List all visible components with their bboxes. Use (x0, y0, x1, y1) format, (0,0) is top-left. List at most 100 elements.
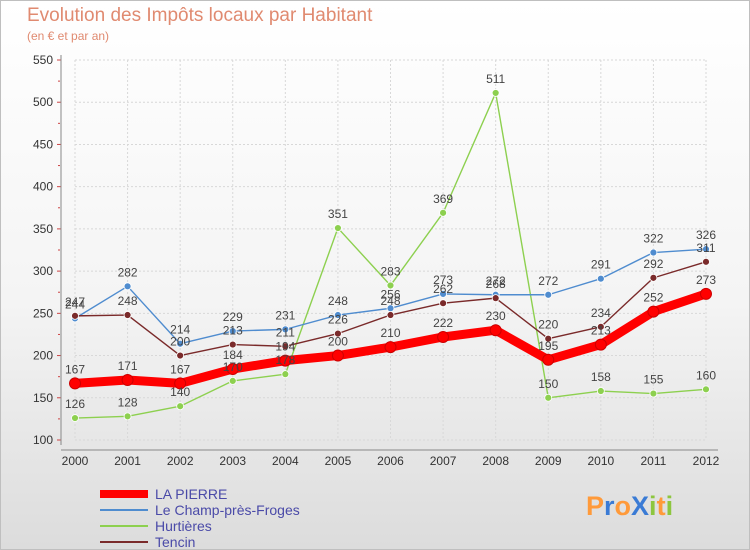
y-tick-label: 550 (33, 53, 53, 67)
data-point-hurtieres (71, 414, 79, 422)
x-tick-label: 2006 (377, 454, 404, 468)
logo-letter: t (657, 491, 666, 521)
data-point-tencin (544, 334, 553, 343)
data-point-tencin (702, 257, 710, 266)
data-point-hurtieres (702, 385, 710, 394)
data-label-le-champ-pres-froges: 244 (65, 297, 85, 311)
data-label-le-champ-pres-froges: 273 (433, 273, 453, 287)
y-tick-label: 150 (33, 391, 53, 405)
data-label-la-pierre: 195 (538, 339, 558, 353)
data-point-le-champ-pres-froges (228, 327, 237, 335)
data-label-tencin: 311 (696, 241, 715, 255)
logo-letter: r (604, 491, 615, 521)
y-tick-label: 450 (33, 137, 53, 151)
data-point-la-pierre (594, 338, 607, 351)
data-point-hurtieres (334, 224, 342, 232)
chart-title: Evolution des Impôts locaux par Habitant (27, 5, 373, 26)
data-point-la-pierre (331, 349, 344, 362)
data-point-le-champ-pres-froges (334, 311, 342, 319)
data-point-le-champ-pres-froges (596, 274, 605, 283)
logo-letter: P (586, 491, 604, 521)
data-label-le-champ-pres-froges: 214 (170, 323, 190, 337)
data-label-le-champ-pres-froges: 256 (380, 287, 400, 301)
y-tick-label: 250 (33, 306, 53, 320)
data-label-hurtieres: 158 (591, 370, 611, 384)
data-label-le-champ-pres-froges: 326 (696, 228, 716, 242)
data-label-hurtieres: 150 (538, 377, 558, 391)
data-label-tencin: 213 (223, 324, 243, 338)
data-point-la-pierre (647, 305, 660, 318)
data-label-le-champ-pres-froges: 291 (591, 258, 611, 272)
y-tick-label: 100 (33, 433, 53, 447)
data-label-le-champ-pres-froges: 229 (223, 310, 243, 324)
data-point-hurtieres (649, 389, 658, 398)
data-point-la-pierre (279, 354, 292, 367)
data-point-tencin (649, 273, 658, 282)
data-label-le-champ-pres-froges: 272 (538, 274, 558, 288)
logo-letter: X (631, 491, 649, 521)
logo-letter: i (666, 491, 674, 521)
x-tick-label: 2001 (114, 454, 141, 468)
y-tick-label: 300 (33, 264, 53, 278)
data-label-tencin: 226 (328, 313, 348, 327)
data-point-hurtieres (228, 376, 237, 385)
data-label-le-champ-pres-froges: 272 (486, 274, 506, 288)
data-label-tencin: 268 (486, 277, 506, 291)
data-point-la-pierre (437, 330, 450, 343)
label-layer: 126 128 140 170 178 351 283 369 511 150 158 155 160 2… (65, 72, 716, 411)
chart-subtitle: (en € et par an) (27, 29, 110, 43)
legend-swatch-le-champ-pres-froges (100, 509, 148, 511)
x-tick-label: 2012 (693, 454, 720, 468)
data-point-la-pierre (384, 341, 397, 354)
legend-swatch-hurtieres (100, 525, 148, 527)
x-tick-label: 2009 (535, 454, 562, 468)
data-label-hurtieres: 155 (643, 373, 663, 387)
data-point-hurtieres (596, 387, 605, 395)
legend-label-le-champ-pres-froges: Le Champ-près-Froges (155, 502, 300, 518)
x-tick-label: 2008 (482, 454, 509, 468)
legend-label-tencin: Tencin (155, 534, 196, 550)
data-label-hurtieres: 140 (170, 385, 190, 399)
data-point-hurtieres (281, 370, 290, 379)
data-label-la-pierre: 167 (65, 362, 85, 376)
data-label-hurtieres: 511 (486, 72, 505, 86)
data-point-tencin (386, 311, 395, 319)
x-tick-label: 2011 (641, 454, 667, 468)
data-label-tencin: 248 (380, 294, 400, 308)
data-label-tencin: 247 (65, 295, 85, 309)
data-label-la-pierre: 252 (643, 291, 663, 305)
data-point-hurtieres (544, 393, 553, 402)
data-point-tencin (439, 299, 447, 308)
x-tick-label: 2005 (325, 454, 352, 468)
x-tick-label: 2010 (587, 454, 614, 468)
data-point-tencin (176, 351, 185, 360)
data-label-la-pierre: 273 (696, 273, 716, 287)
legend-swatch-la-pierre (100, 490, 148, 498)
data-point-le-champ-pres-froges (176, 339, 185, 348)
data-label-tencin: 211 (276, 325, 295, 339)
data-label-hurtieres: 128 (118, 395, 138, 409)
data-label-hurtieres: 351 (328, 207, 348, 221)
x-tick-label: 2004 (272, 454, 299, 468)
data-label-la-pierre: 194 (275, 340, 295, 354)
data-point-le-champ-pres-froges (281, 325, 290, 334)
data-label-tencin: 220 (538, 318, 558, 332)
logo-text: ProXiti (586, 491, 673, 521)
data-point-tencin (596, 322, 605, 331)
y-tick-label: 500 (33, 95, 53, 109)
data-point-la-pierre (489, 324, 502, 337)
legend-swatch-tencin (100, 541, 148, 543)
data-point-la-pierre (542, 353, 555, 366)
data-point-tencin (281, 342, 290, 351)
data-point-le-champ-pres-froges (702, 245, 710, 254)
data-label-la-pierre: 171 (118, 359, 138, 373)
data-label-tencin: 248 (118, 294, 138, 308)
data-label-le-champ-pres-froges: 231 (275, 308, 295, 322)
data-label-le-champ-pres-froges: 248 (328, 294, 348, 308)
logo-letter: i (649, 491, 657, 521)
data-label-tencin: 292 (643, 257, 663, 271)
data-point-la-pierre (700, 287, 712, 300)
x-tick-label: 2002 (167, 454, 194, 468)
